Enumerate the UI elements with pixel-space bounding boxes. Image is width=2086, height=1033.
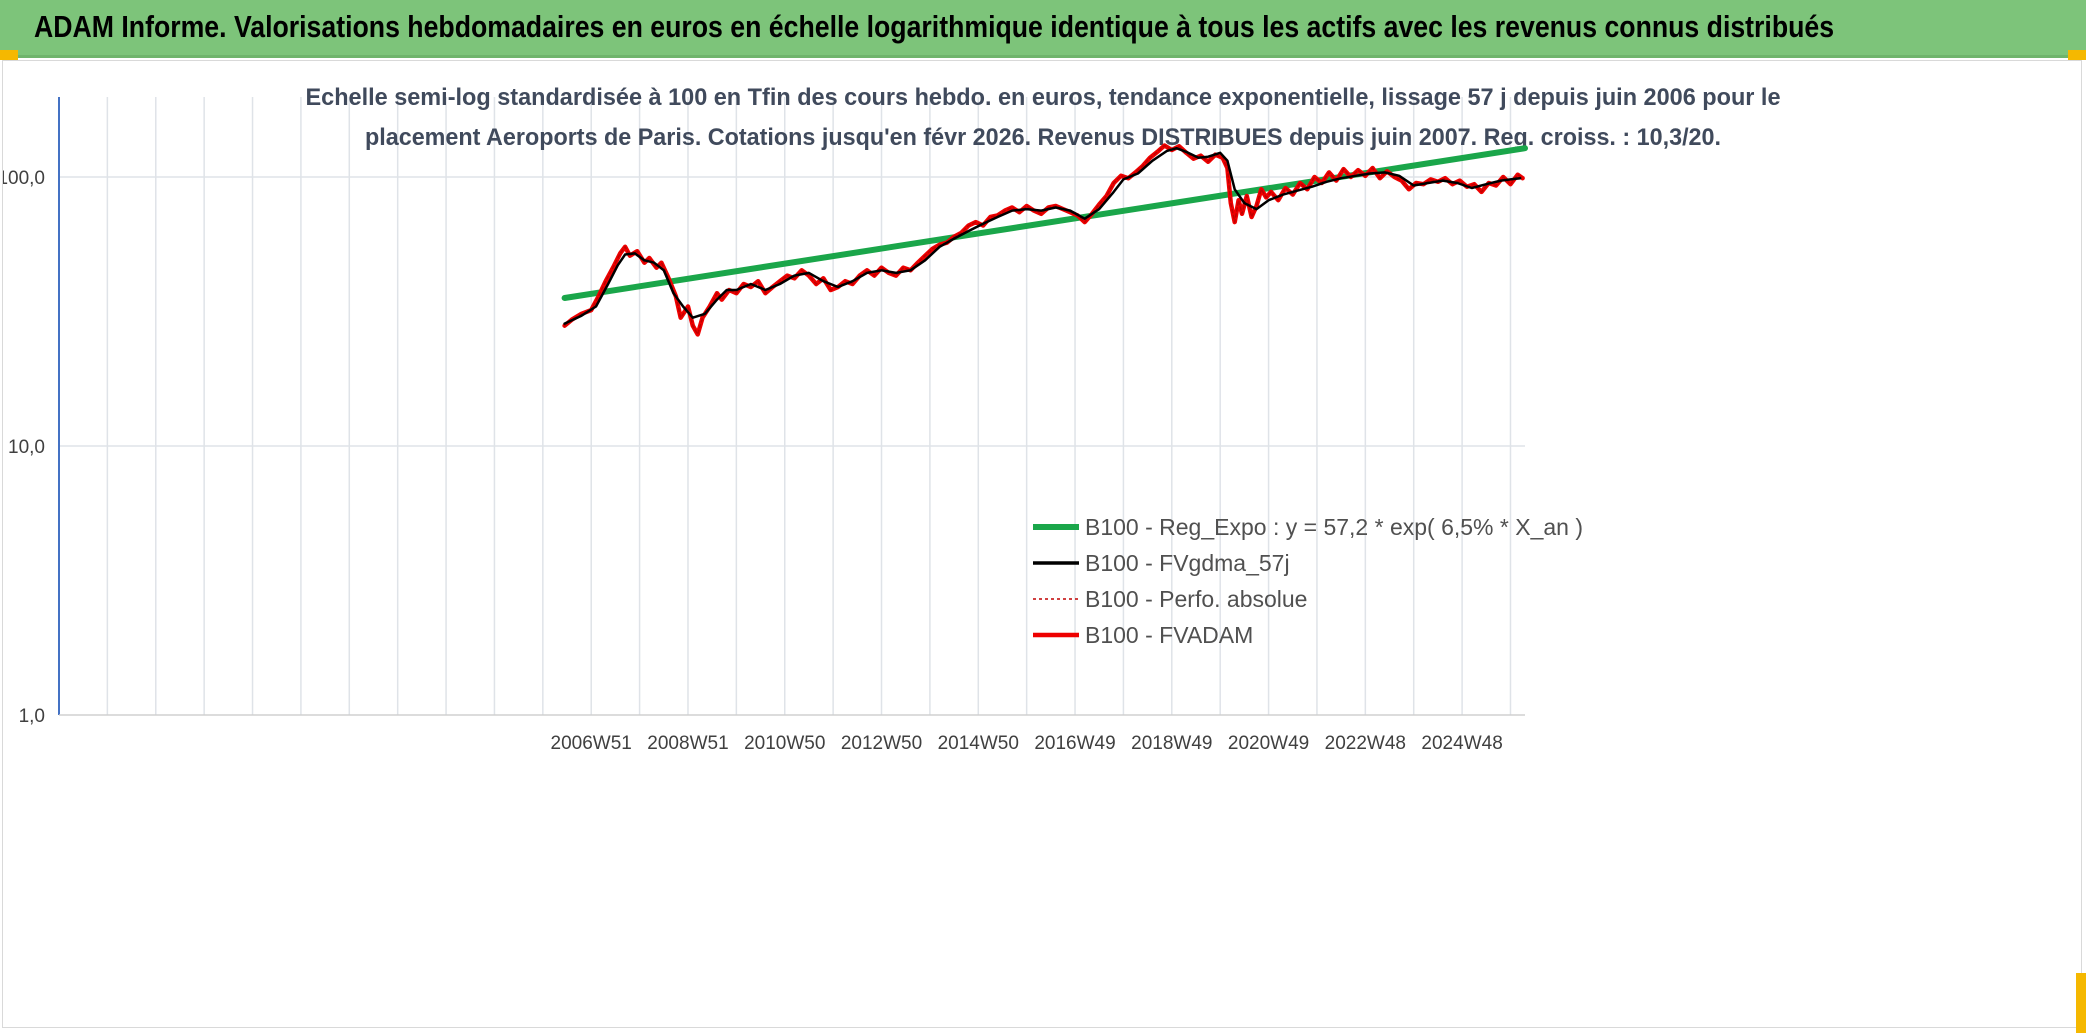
corner-marker-top-right [2068,50,2086,60]
chart-title-line-2: placement Aeroports de Paris. Cotations … [365,124,1721,151]
x-tick-label: 2020W49 [1228,733,1309,754]
series [561,143,1528,337]
series-line-absolute [563,144,1524,336]
report-banner: ADAM Informe. Valorisations hebdomadaire… [0,0,2086,58]
axes: 1,0 10,0 100,0 2006W51 2008W51 2010W50 2012W50… [3,97,1525,754]
x-tick-label: 2018W49 [1131,733,1212,754]
x-tick-label: 2010W50 [744,733,825,754]
legend-label: B100 - FVgdma_57j [1085,550,1290,576]
y-tick-label: 100,0 [3,168,45,189]
x-tick-label: 2014W50 [938,733,1019,754]
series-line-smoothed [563,146,1522,325]
chart-title-line-1: Echelle semi-log standardisée à 100 en T… [306,84,1781,111]
grid [59,97,1525,715]
x-tick-label: 2022W48 [1325,733,1406,754]
series-line-regression [561,145,1528,301]
legend-label: B100 - FVADAM [1085,622,1253,648]
corner-marker-top-left [0,50,18,60]
report-title: ADAM Informe. Valorisations hebdomadaire… [34,9,1835,44]
x-tick-label: 2006W51 [551,733,632,754]
legend-label: B100 - Reg_Expo : y = 57,2 * exp( 6,5% *… [1085,514,1583,540]
x-tick-label: 2008W51 [647,733,728,754]
chart-svg: 1,0 10,0 100,0 2006W51 2008W51 2010W50 2012W50… [3,84,1781,754]
x-tick-label: 2016W49 [1034,733,1115,754]
x-tick-label: 2012W50 [841,733,922,754]
chart-area: 1,0 10,0 100,0 2006W51 2008W51 2010W50 2012W50… [2,60,2082,1028]
x-tick-label: 2024W48 [1421,733,1502,754]
chart-title: Echelle semi-log standardisée à 100 en T… [306,84,1781,151]
legend-label: B100 - Perfo. absolue [1085,586,1307,612]
y-tick-label: 10,0 [8,437,45,458]
legend: B100 - Reg_Expo : y = 57,2 * exp( 6,5% *… [1033,514,1583,648]
corner-marker-bottom-right [2076,973,2086,1033]
y-tick-label: 1,0 [19,706,45,727]
